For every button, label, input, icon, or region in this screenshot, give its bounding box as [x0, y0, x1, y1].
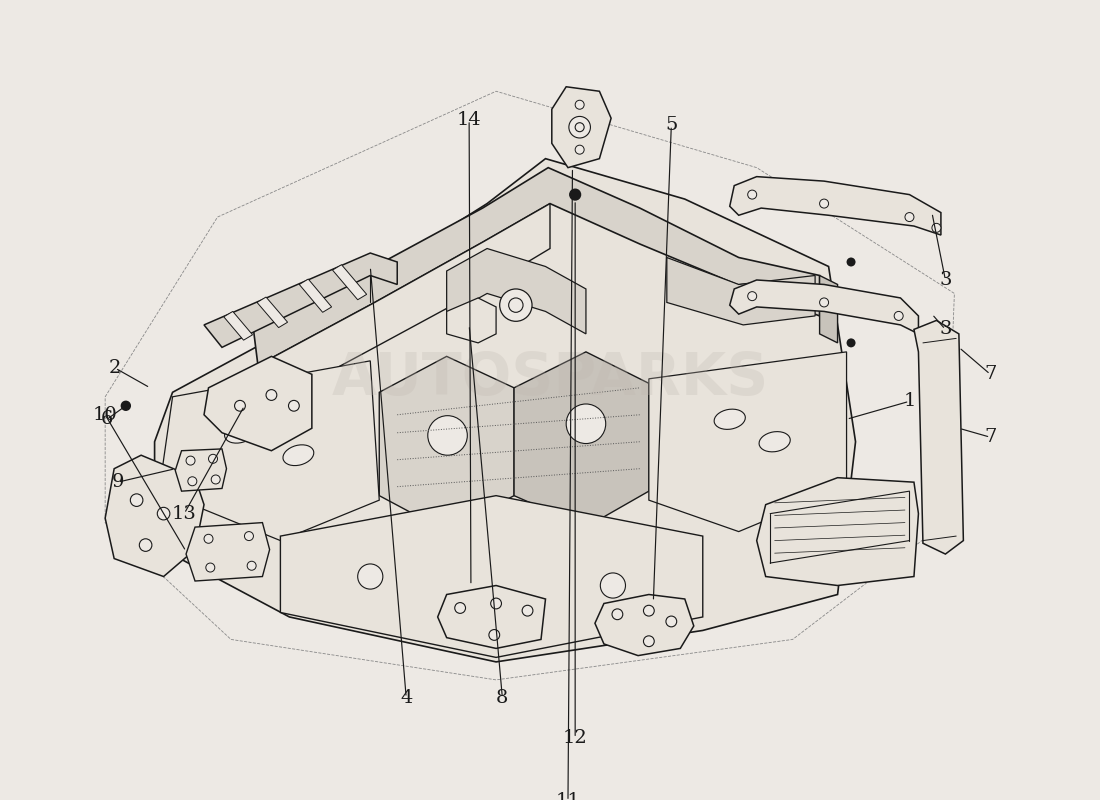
Text: 1: 1: [903, 392, 915, 410]
Text: 4: 4: [400, 689, 412, 707]
Text: AUTOSPARKS: AUTOSPARKS: [331, 350, 769, 407]
Text: 5: 5: [666, 117, 678, 134]
Polygon shape: [649, 352, 847, 531]
Circle shape: [847, 258, 856, 266]
Polygon shape: [106, 455, 204, 577]
Ellipse shape: [714, 409, 746, 430]
Circle shape: [186, 456, 195, 465]
Polygon shape: [332, 265, 366, 300]
Text: 11: 11: [556, 792, 581, 800]
Polygon shape: [914, 321, 964, 554]
Circle shape: [847, 338, 856, 347]
Circle shape: [644, 606, 654, 616]
Polygon shape: [757, 478, 918, 586]
Circle shape: [932, 223, 940, 232]
Ellipse shape: [224, 422, 255, 443]
Circle shape: [522, 606, 532, 616]
Circle shape: [209, 454, 218, 463]
Circle shape: [566, 404, 606, 443]
Polygon shape: [280, 496, 703, 658]
Text: 3: 3: [939, 271, 952, 289]
Circle shape: [748, 292, 757, 301]
Polygon shape: [552, 86, 612, 168]
Circle shape: [575, 145, 584, 154]
Circle shape: [820, 298, 828, 307]
Circle shape: [454, 602, 465, 614]
Circle shape: [905, 213, 914, 222]
Polygon shape: [667, 258, 815, 325]
Circle shape: [130, 494, 143, 506]
Text: 7: 7: [984, 428, 997, 446]
Polygon shape: [379, 356, 514, 531]
Circle shape: [188, 477, 197, 486]
Text: 7: 7: [984, 366, 997, 383]
Text: 9: 9: [111, 473, 124, 491]
Text: 6: 6: [101, 410, 113, 428]
Polygon shape: [299, 279, 331, 312]
Circle shape: [234, 400, 245, 411]
Circle shape: [569, 117, 591, 138]
Circle shape: [508, 298, 522, 312]
Circle shape: [491, 598, 502, 609]
Circle shape: [612, 609, 623, 620]
Circle shape: [575, 100, 584, 110]
Circle shape: [575, 122, 584, 132]
Polygon shape: [253, 168, 820, 366]
Ellipse shape: [283, 445, 313, 466]
Polygon shape: [257, 297, 287, 327]
Circle shape: [748, 190, 757, 199]
Text: 14: 14: [456, 111, 482, 129]
Circle shape: [499, 289, 532, 322]
Circle shape: [358, 564, 383, 589]
Polygon shape: [729, 177, 940, 235]
Circle shape: [248, 562, 256, 570]
Circle shape: [157, 507, 169, 520]
Text: 8: 8: [496, 689, 508, 707]
Polygon shape: [820, 275, 837, 343]
Polygon shape: [447, 298, 496, 343]
Circle shape: [601, 573, 626, 598]
Polygon shape: [175, 449, 227, 491]
Circle shape: [206, 563, 214, 572]
Circle shape: [140, 538, 152, 551]
Circle shape: [121, 402, 130, 410]
Text: 10: 10: [92, 406, 118, 424]
Circle shape: [644, 636, 654, 646]
Text: 12: 12: [563, 730, 587, 747]
Ellipse shape: [759, 432, 790, 452]
Circle shape: [894, 311, 903, 321]
Circle shape: [428, 416, 468, 455]
Polygon shape: [595, 594, 694, 656]
Polygon shape: [223, 311, 253, 340]
Polygon shape: [257, 203, 550, 410]
Circle shape: [820, 199, 828, 208]
Circle shape: [484, 591, 508, 616]
Polygon shape: [447, 249, 586, 334]
Circle shape: [488, 630, 499, 640]
Circle shape: [288, 400, 299, 411]
Circle shape: [266, 390, 277, 400]
Polygon shape: [204, 356, 312, 450]
Text: 2: 2: [109, 359, 121, 377]
Polygon shape: [438, 586, 546, 649]
Polygon shape: [514, 352, 649, 527]
Circle shape: [244, 531, 253, 541]
Circle shape: [204, 534, 213, 543]
Polygon shape: [155, 158, 856, 662]
Circle shape: [211, 475, 220, 484]
Polygon shape: [729, 280, 918, 334]
Circle shape: [666, 616, 676, 627]
Polygon shape: [160, 361, 380, 541]
Text: 13: 13: [172, 505, 197, 522]
Circle shape: [570, 190, 581, 200]
Polygon shape: [204, 253, 397, 347]
Polygon shape: [186, 522, 270, 581]
Text: 3: 3: [939, 320, 952, 338]
